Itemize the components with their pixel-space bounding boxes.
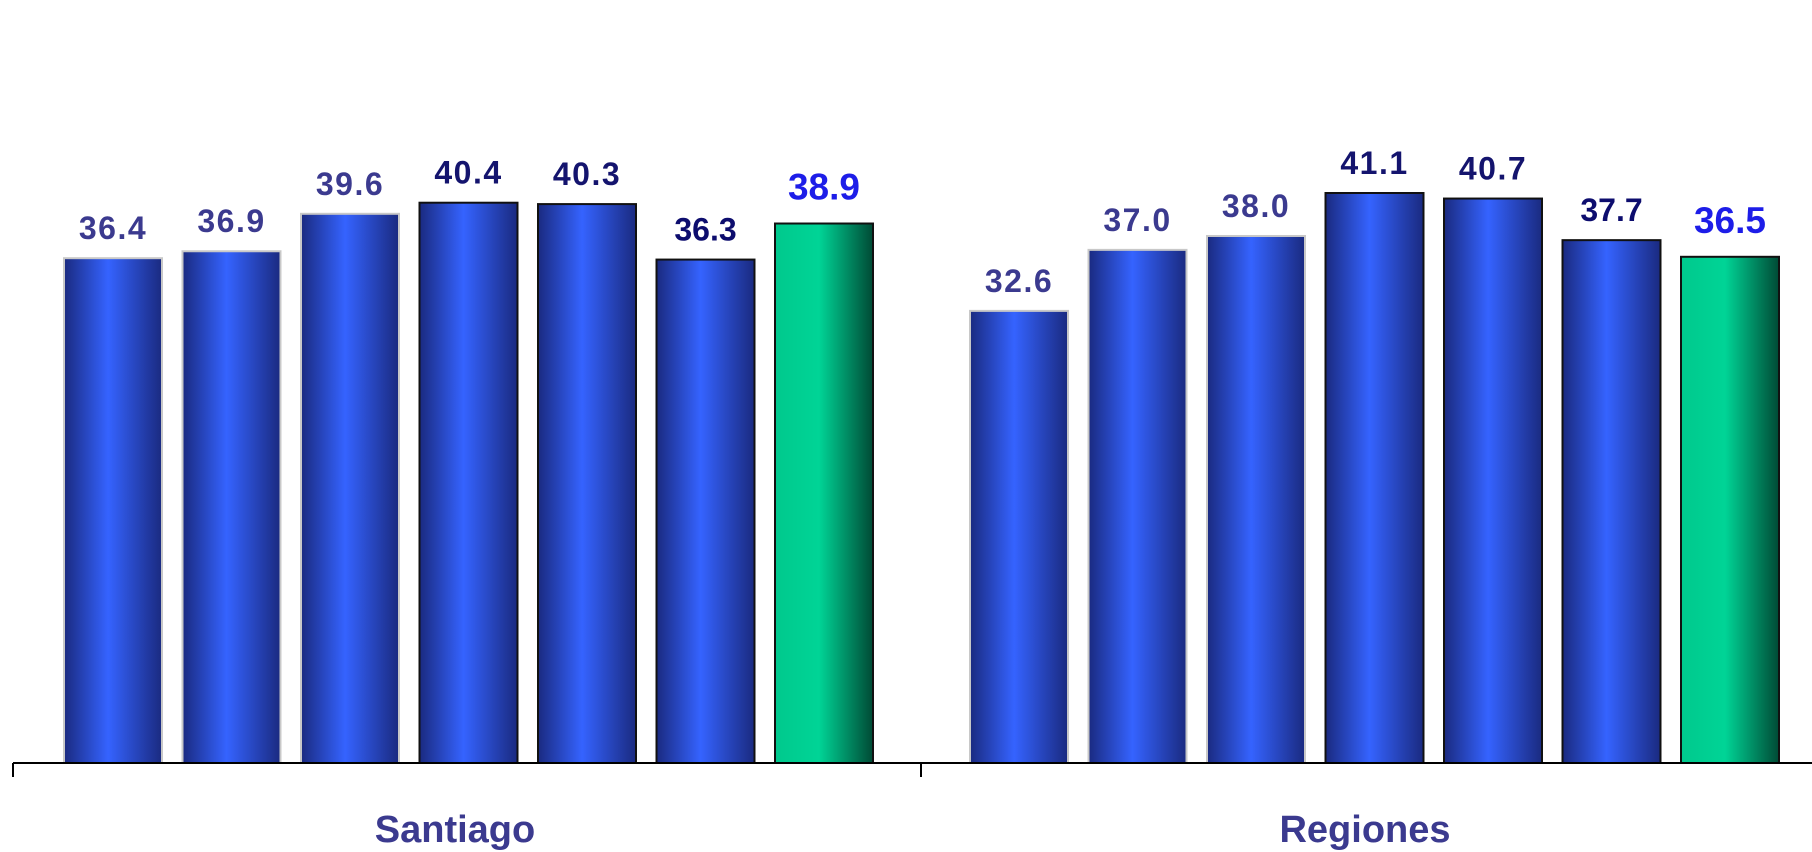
value-label-santiago-6: 36.3 [674,212,736,248]
value-label-regiones-7: 36.5 [1694,200,1766,241]
value-label-santiago-1: 36.4 [79,210,147,246]
bar-regiones-3 [1206,234,1306,765]
bar-regiones-7 [1680,255,1780,764]
value-label-santiago-5: 40.3 [553,156,621,192]
group-label-santiago: Santiago [375,809,535,851]
value-label-santiago-2: 36.9 [197,203,265,239]
x-axis [12,762,1812,777]
value-label-regiones-4: 41.1 [1340,145,1408,181]
bars-layer [63,192,1780,765]
bar-santiago-1 [63,257,163,764]
bar-regiones-2 [1087,248,1188,764]
value-label-santiago-4: 40.4 [434,155,502,191]
value-labels-layer: 36.4 36.9 39.6 40.4 40.3 36.3 38.9 32.6 37.0 38.0… [79,145,1766,299]
bar-regiones-6 [1561,239,1662,765]
value-label-santiago-3: 39.6 [316,166,384,202]
value-label-regiones-3: 38.0 [1222,188,1290,224]
value-label-regiones-5: 40.7 [1459,151,1527,187]
bar-regiones-4 [1324,192,1425,764]
value-label-regiones-1: 32.6 [985,263,1053,299]
bar-santiago-5 [537,203,637,764]
bar-santiago-2 [181,250,282,764]
value-label-santiago-7: 38.9 [788,167,860,208]
bar-santiago-6 [655,258,756,764]
value-label-regiones-2: 37.0 [1103,202,1171,238]
bar-santiago-3 [300,212,400,764]
bar-regiones-5 [1443,197,1543,765]
group-label-regiones: Regiones [1279,809,1450,851]
bar-santiago-4 [418,201,519,765]
value-label-regiones-6: 37.7 [1580,192,1642,228]
bar-santiago-7 [774,222,874,765]
bar-regiones-1 [969,309,1069,764]
